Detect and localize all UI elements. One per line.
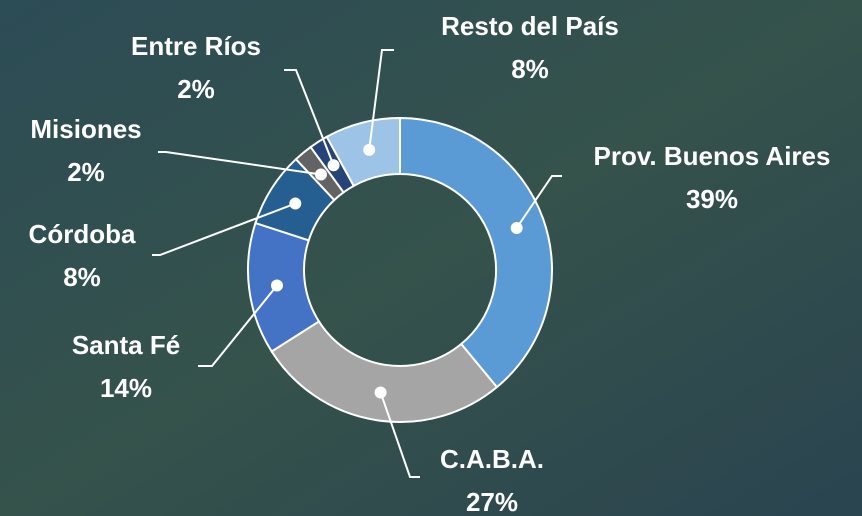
leader-line — [368, 49, 394, 151]
category-label: Misiones — [30, 114, 141, 144]
donut-slice — [325, 116, 401, 188]
leader-dot — [314, 168, 327, 181]
leader-dot — [374, 386, 387, 399]
category-label: Entre Ríos — [131, 31, 261, 61]
value-label: 2% — [177, 74, 215, 104]
leader-dot — [289, 197, 302, 210]
leader-line — [198, 284, 278, 367]
category-label: C.A.B.A. — [440, 444, 544, 474]
category-label: Córdoba — [29, 219, 136, 249]
leader-line — [158, 151, 322, 176]
donut-slice — [399, 116, 553, 389]
value-label: 14% — [100, 373, 152, 403]
leader-line — [284, 69, 335, 166]
value-label: 39% — [686, 184, 738, 214]
category-label: Santa Fé — [72, 330, 180, 360]
leader-dot — [327, 159, 340, 172]
leader-dot — [270, 279, 283, 292]
donut-slice — [270, 320, 499, 423]
value-label: 8% — [63, 262, 101, 292]
leader-line — [152, 202, 296, 256]
category-label: Prov. Buenos Aires — [594, 141, 831, 171]
leader-dot — [363, 143, 376, 156]
leader-dot — [510, 221, 523, 234]
leader-line — [379, 392, 420, 478]
leader-line — [515, 175, 562, 229]
category-label: Resto del País — [441, 11, 619, 41]
value-label: 8% — [511, 54, 549, 84]
value-label: 2% — [67, 157, 105, 187]
value-label: 27% — [466, 487, 518, 516]
